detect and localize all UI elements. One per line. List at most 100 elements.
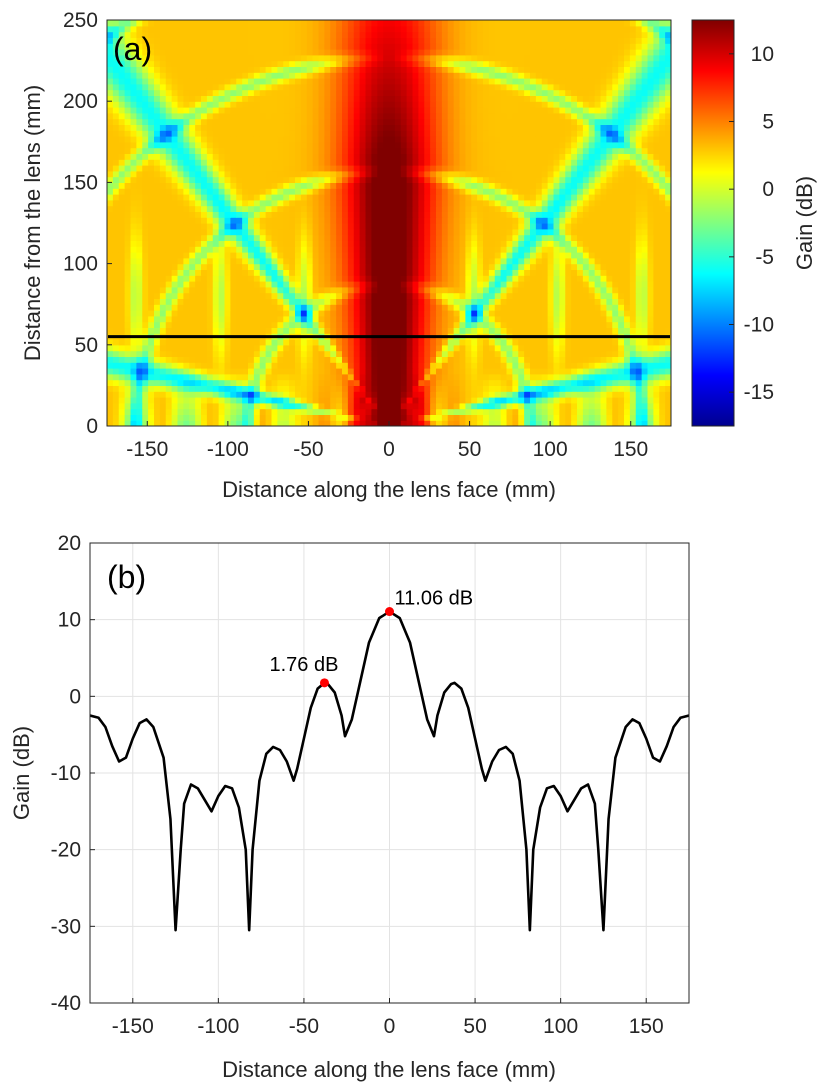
heatmap-cell [506, 344, 513, 352]
heatmap-cell [377, 246, 384, 253]
heatmap-cell [224, 298, 231, 305]
heatmap-cell [389, 281, 396, 288]
heatmap-cell [612, 153, 619, 160]
heatmap-cell [624, 182, 631, 189]
heatmap-cell [318, 234, 325, 241]
heatmap-cell [224, 188, 231, 195]
heatmap-cell [500, 211, 508, 218]
heatmap-cell [618, 275, 625, 282]
heatmap-cell [324, 147, 331, 154]
heatmap-cell [206, 136, 214, 143]
heatmap-cell [418, 124, 425, 131]
heatmap-cell [488, 286, 496, 294]
heatmap-cell [453, 321, 461, 328]
heatmap-cell [253, 141, 261, 149]
heatmap-cell [189, 147, 196, 154]
heatmap-cell [588, 136, 596, 143]
heatmap-cell [436, 159, 443, 166]
heatmap-cell [277, 170, 284, 178]
heatmap-cell [353, 356, 361, 363]
heatmap-cell [571, 147, 578, 154]
heatmap-cell [271, 136, 278, 143]
heatmap-cell [148, 350, 155, 357]
heatmap-cell [647, 420, 654, 426]
heatmap-cell [224, 136, 231, 143]
heatmap-cell [518, 228, 525, 236]
heatmap-cell [300, 136, 308, 143]
heatmap-cell [289, 385, 296, 392]
heatmap-cell [594, 211, 602, 218]
heatmap-cell [159, 397, 167, 404]
heatmap-cell [512, 170, 519, 178]
heatmap-cell [377, 408, 384, 415]
heatmap-cell [430, 385, 437, 392]
heatmap-cell [430, 321, 437, 328]
heatmap-cell [383, 263, 390, 270]
heatmap-cell [441, 344, 449, 352]
heatmap-cell [359, 350, 367, 357]
heatmap-cell [183, 286, 190, 294]
heatmap-cell [177, 310, 184, 317]
heatmap-cell [154, 124, 161, 131]
heatmap-cell [353, 408, 361, 415]
heatmap-cell [577, 298, 584, 305]
heatmap-cell [365, 321, 372, 328]
heatmap-cell [283, 275, 290, 282]
heatmap-cell [159, 281, 167, 288]
heatmap-cell [124, 397, 132, 404]
heatmap-cell [477, 263, 484, 270]
heatmap-cell [641, 228, 649, 236]
heatmap-cell [488, 194, 496, 201]
heatmap-cell [483, 165, 490, 172]
heatmap-cell [342, 379, 349, 386]
heatmap-cell [447, 298, 455, 305]
heatmap-cell [347, 356, 355, 363]
heatmap-cell [430, 397, 437, 404]
heatmap-cell [136, 362, 143, 369]
heatmap-cell [494, 228, 502, 236]
heatmap-cell [453, 408, 461, 415]
heatmap-cell [230, 170, 237, 178]
heatmap-cell [535, 281, 543, 288]
heatmap-cell [535, 188, 543, 195]
heatmap-cell [371, 275, 378, 282]
heatmap-cell [236, 304, 243, 311]
heatmap-cell [371, 170, 378, 178]
heatmap-cell [265, 240, 273, 247]
heatmap-cell [659, 188, 666, 195]
heatmap-cell [118, 391, 126, 398]
heatmap-cell [465, 194, 472, 201]
heatmap-cell [647, 130, 654, 137]
heatmap-cell [424, 228, 431, 236]
heatmap-cell [283, 252, 290, 259]
heatmap-cell [159, 327, 167, 334]
heatmap-cell [189, 292, 196, 299]
heatmap-cell [524, 397, 531, 404]
heatmap-cell [236, 141, 243, 149]
heatmap-cell [142, 385, 149, 392]
heatmap-cell [359, 205, 367, 212]
heatmap-cell [406, 397, 414, 404]
heatmap-cell [582, 310, 590, 317]
heatmap-cell [353, 304, 361, 311]
heatmap-cell [518, 240, 525, 247]
heatmap-cell [518, 257, 525, 265]
heatmap-cell [647, 292, 654, 299]
heatmap-cell [653, 124, 660, 131]
heatmap-cell [418, 159, 425, 166]
heatmap-cell [577, 391, 584, 398]
heatmap-cell [524, 304, 531, 311]
heatmap-cell [124, 414, 132, 421]
heatmap-cell [571, 402, 578, 410]
heatmap-cell [383, 136, 390, 143]
heatmap-cell [394, 344, 402, 352]
heatmap-cell [183, 281, 190, 288]
heatmap-cell [465, 141, 472, 149]
heatmap-cell [412, 141, 419, 149]
heatmap-cell [107, 379, 114, 386]
heatmap-cell [142, 402, 149, 410]
heatmap-cell [412, 176, 419, 183]
heatmap-cell [130, 391, 137, 398]
heatmap-cell [600, 356, 607, 363]
heatmap-cell [236, 182, 243, 189]
